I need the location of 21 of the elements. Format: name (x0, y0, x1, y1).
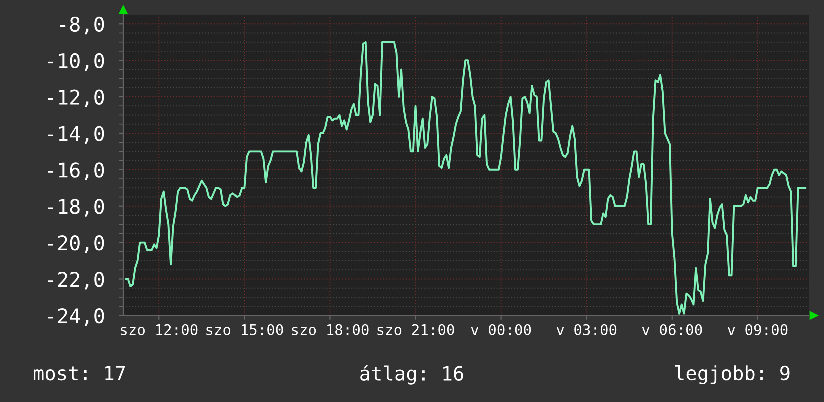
y-tick-label: -12,0 (48, 90, 104, 108)
y-tick-label: -14,0 (48, 126, 104, 144)
x-tick-label: v 03:00 (556, 324, 617, 336)
x-tick-label: szo 18:00 (292, 324, 369, 336)
x-tick-label: v 00:00 (471, 324, 532, 336)
y-tick-label: -22,0 (48, 272, 104, 290)
x-tick-label: v 09:00 (728, 324, 788, 336)
text: legjobb: 9 (675, 365, 790, 385)
y-tick-label: -16,0 (48, 162, 104, 180)
line-series (124, 41, 806, 315)
x-tick-label: szo 21:00 (378, 324, 454, 336)
y-tick-label: -18,0 (48, 199, 104, 217)
text: átlag: 16 (360, 365, 464, 385)
x-tick-label: v 06:00 (642, 324, 702, 336)
y-tick-label: -8,0 (60, 16, 104, 35)
y-tick-label: -24,0 (48, 308, 104, 326)
x-tick-label: szo 12:00 (121, 324, 198, 336)
x-tick-label: szo 15:00 (206, 324, 284, 336)
y-tick-label: -10,0 (48, 53, 104, 72)
y-tick-label: -20,0 (48, 236, 104, 254)
text: most: 17 (34, 366, 126, 381)
